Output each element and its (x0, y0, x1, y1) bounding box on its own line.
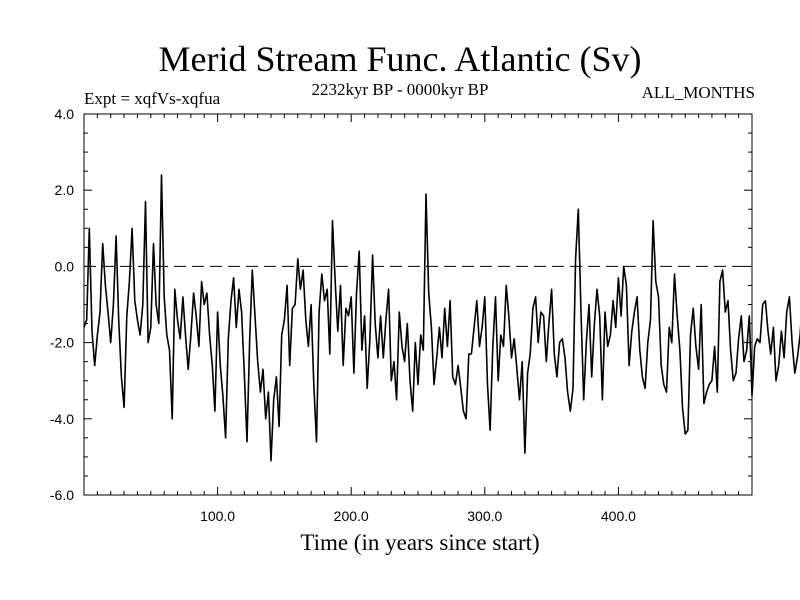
y-tick-label: 2.0 (55, 182, 75, 198)
experiment-label: Expt = xqfVs-xqfua (84, 89, 221, 108)
axis-tick-labels: 100.0 200.0 300.0 400.0 -6.0 -4.0 -2.0 0.0 2.0 4.… (50, 106, 636, 524)
time-range-label: 2232kyr BP - 0000kyr BP (311, 80, 489, 99)
y-tick-label: -6.0 (50, 487, 74, 503)
x-tick-label: 400.0 (601, 508, 636, 524)
x-axis-label: Time (in years since start) (300, 530, 540, 555)
y-tick-label: -4.0 (50, 411, 74, 427)
x-tick-label: 100.0 (200, 508, 235, 524)
plot-frame (83, 113, 753, 496)
x-tick-label: 300.0 (467, 508, 502, 524)
chart-title: Merid Stream Func. Atlantic (Sv) (158, 39, 642, 79)
months-label: ALL_MONTHS (641, 83, 755, 102)
y-tick-label: -2.0 (50, 335, 74, 351)
y-tick-label: 0.0 (55, 258, 75, 274)
y-tick-label: 4.0 (55, 106, 75, 122)
x-tick-label: 200.0 (334, 508, 369, 524)
series-line (83, 174, 800, 462)
axis-ticks (84, 114, 752, 495)
